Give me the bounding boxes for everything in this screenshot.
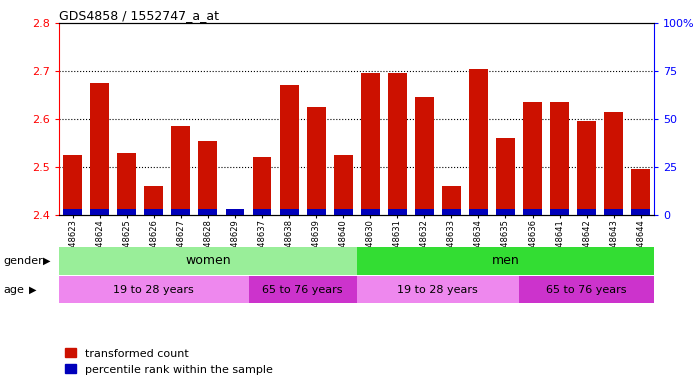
Text: 19 to 28 years: 19 to 28 years [113, 285, 194, 295]
Bar [63, 155, 82, 215]
Bar [307, 209, 326, 215]
Text: 65 to 76 years: 65 to 76 years [546, 285, 627, 295]
Bar [442, 186, 461, 215]
Bar [550, 102, 569, 215]
Text: gender: gender [3, 256, 43, 266]
Bar [415, 209, 434, 215]
Text: men: men [491, 254, 519, 267]
Bar [388, 73, 406, 215]
Bar [361, 209, 380, 215]
Bar [307, 107, 326, 215]
Bar [171, 209, 190, 215]
Bar [361, 73, 380, 215]
Text: GDS4858 / 1552747_a_at: GDS4858 / 1552747_a_at [59, 9, 219, 22]
Bar [604, 209, 623, 215]
Bar [198, 209, 217, 215]
Bar [280, 209, 299, 215]
Bar [496, 209, 515, 215]
Bar [63, 209, 82, 215]
Text: ▶: ▶ [43, 256, 51, 266]
Bar [144, 186, 164, 215]
Bar [226, 210, 244, 215]
Bar [577, 121, 596, 215]
Bar [469, 69, 488, 215]
Legend: transformed count, percentile rank within the sample: transformed count, percentile rank withi… [65, 348, 273, 375]
Bar [253, 209, 271, 215]
Bar [118, 209, 136, 215]
Text: 19 to 28 years: 19 to 28 years [397, 285, 478, 295]
Bar [577, 209, 596, 215]
Text: ▶: ▶ [29, 285, 37, 295]
Text: 65 to 76 years: 65 to 76 years [262, 285, 343, 295]
Bar [171, 126, 190, 215]
Bar [280, 85, 299, 215]
Bar [226, 209, 244, 215]
Bar [253, 157, 271, 215]
Text: women: women [185, 254, 231, 267]
Bar [631, 169, 650, 215]
Bar [631, 209, 650, 215]
Bar [550, 209, 569, 215]
Bar [388, 209, 406, 215]
Bar [118, 153, 136, 215]
Bar [469, 209, 488, 215]
Bar [333, 155, 353, 215]
Bar [333, 209, 353, 215]
Bar [90, 209, 109, 215]
Bar [415, 98, 434, 215]
Bar [198, 141, 217, 215]
Bar [523, 102, 542, 215]
Bar [144, 209, 164, 215]
Bar [442, 209, 461, 215]
Bar [496, 138, 515, 215]
Bar [90, 83, 109, 215]
Text: age: age [3, 285, 24, 295]
Bar [523, 209, 542, 215]
Bar [604, 112, 623, 215]
